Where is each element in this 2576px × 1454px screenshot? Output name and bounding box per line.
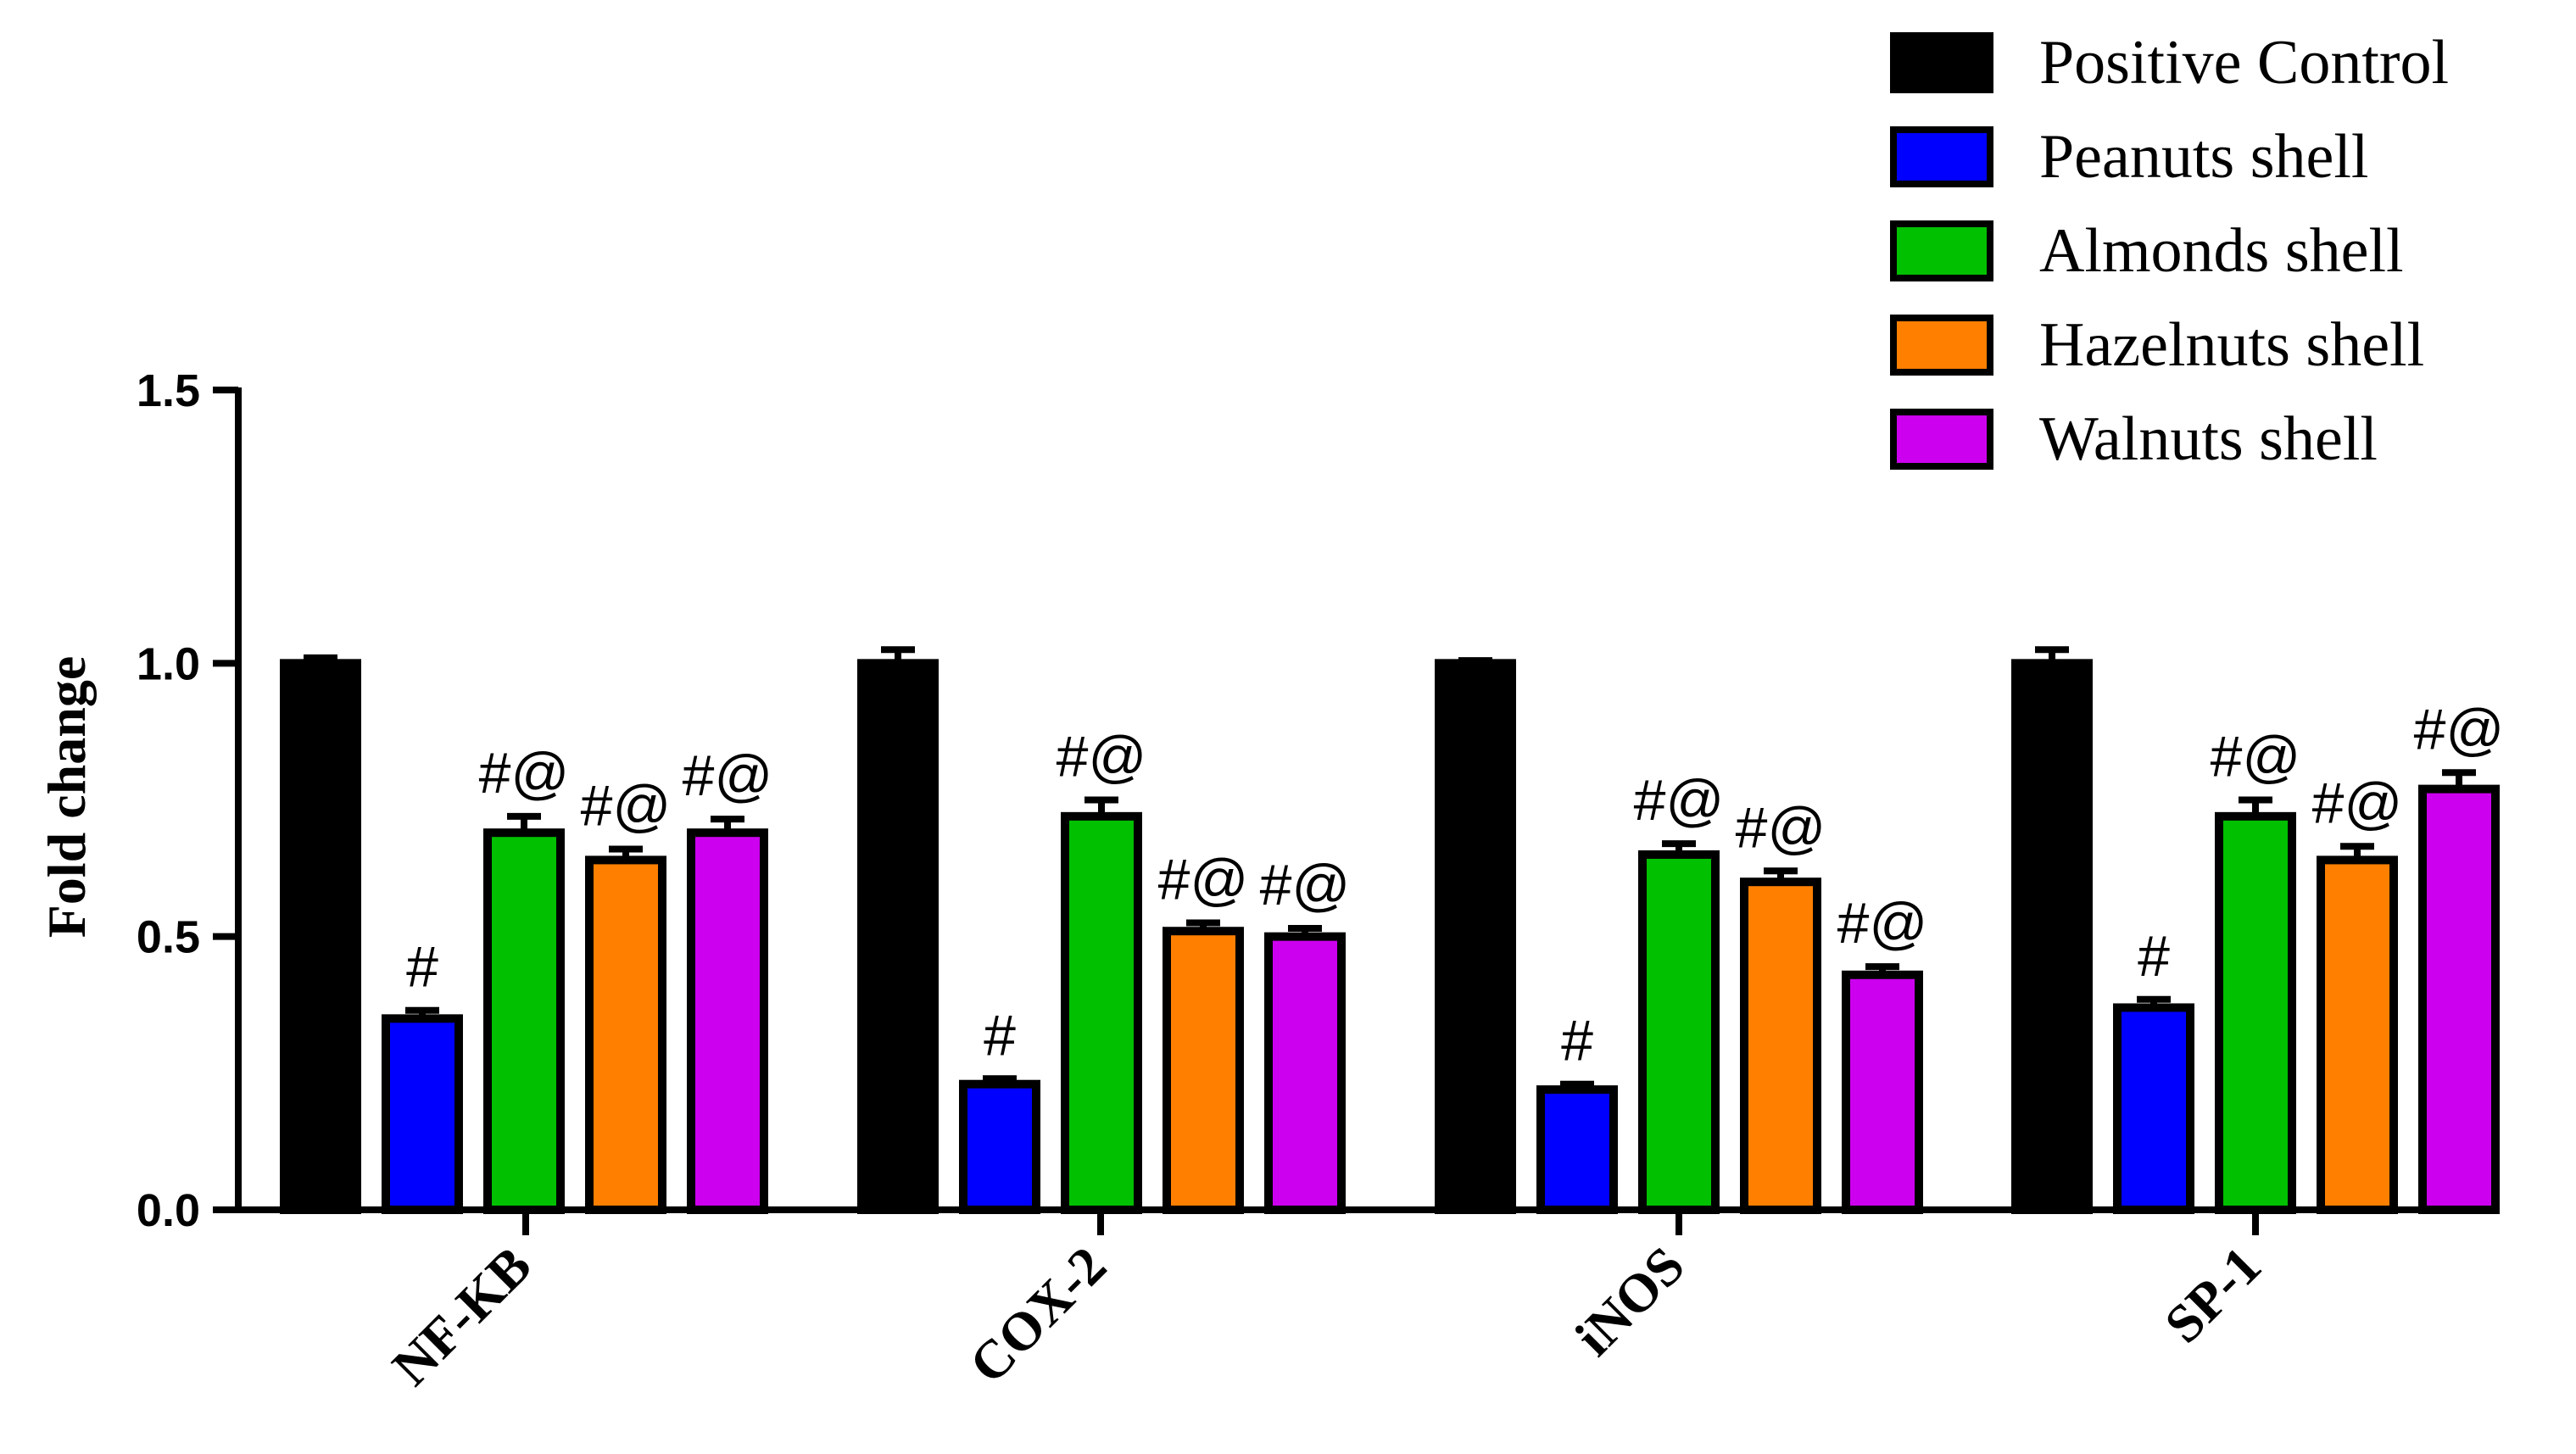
significance-label: #@ — [1057, 725, 1147, 789]
bar — [2215, 811, 2296, 1215]
bar — [857, 659, 939, 1214]
y-tick-label: 1.5 — [137, 365, 200, 416]
significance-label: #@ — [1837, 891, 1928, 955]
significance-label: #@ — [479, 741, 570, 805]
significance-label: #@ — [2211, 725, 2301, 789]
bar — [1264, 932, 1346, 1214]
bar — [1163, 927, 1244, 1214]
significance-label: #@ — [1634, 768, 1725, 833]
significance-label: #@ — [581, 774, 672, 838]
significance-label: #@ — [2414, 697, 2505, 761]
legend-label: Walnuts shell — [2039, 404, 2378, 474]
bar — [2418, 784, 2500, 1215]
bar — [1435, 659, 1516, 1214]
y-tick-label: 0.5 — [137, 912, 200, 963]
legend-swatch — [1890, 409, 1993, 470]
bar — [280, 659, 361, 1214]
bar — [382, 1014, 463, 1215]
bar — [959, 1079, 1040, 1215]
legend: Positive Control Peanuts shell Almonds she… — [1890, 28, 2449, 474]
bar — [1536, 1085, 1618, 1214]
legend-swatch — [1890, 32, 1993, 93]
significance-label: #@ — [2312, 771, 2403, 835]
bar — [1842, 970, 1923, 1214]
bar — [1638, 850, 1720, 1214]
x-tick-label: iNOS — [1564, 1235, 1696, 1368]
legend-swatch — [1890, 220, 1993, 281]
legend-label: Hazelnuts shell — [2039, 310, 2424, 380]
y-axis-label: Fold change — [36, 656, 97, 938]
bar — [585, 855, 666, 1214]
x-tick-label: COX-2 — [957, 1235, 1117, 1395]
bar — [2317, 855, 2398, 1214]
y-tick-label: 1.0 — [137, 638, 200, 689]
bar — [687, 828, 768, 1214]
significance-label: # — [2138, 924, 2170, 989]
x-tick-label: NF-KB — [381, 1235, 543, 1397]
significance-label: # — [1561, 1009, 1593, 1073]
bar — [1061, 811, 1142, 1215]
bar — [2011, 659, 2093, 1214]
significance-label: #@ — [1260, 853, 1351, 917]
significance-label: # — [984, 1003, 1016, 1067]
bar — [2113, 1003, 2194, 1215]
significance-label: #@ — [1736, 795, 1826, 860]
legend-label: Positive Control — [2039, 28, 2449, 97]
legend-label: Peanuts shell — [2039, 122, 2368, 192]
significance-label: #@ — [1158, 848, 1249, 912]
bar — [483, 828, 565, 1214]
legend-swatch — [1890, 126, 1993, 187]
y-tick-label: 0.0 — [137, 1185, 200, 1236]
x-tick-label: SP-1 — [2153, 1235, 2272, 1355]
significance-label: # — [406, 935, 438, 1000]
legend-swatch — [1890, 315, 1993, 376]
significance-label: #@ — [683, 744, 773, 808]
plot-area: 0.00.51.01.5##@#@ #@NF-KB##@#@ #@COX-2##@ #… — [137, 365, 2505, 1397]
bar — [1740, 877, 1821, 1214]
legend-label: Almonds shell — [2039, 216, 2404, 286]
